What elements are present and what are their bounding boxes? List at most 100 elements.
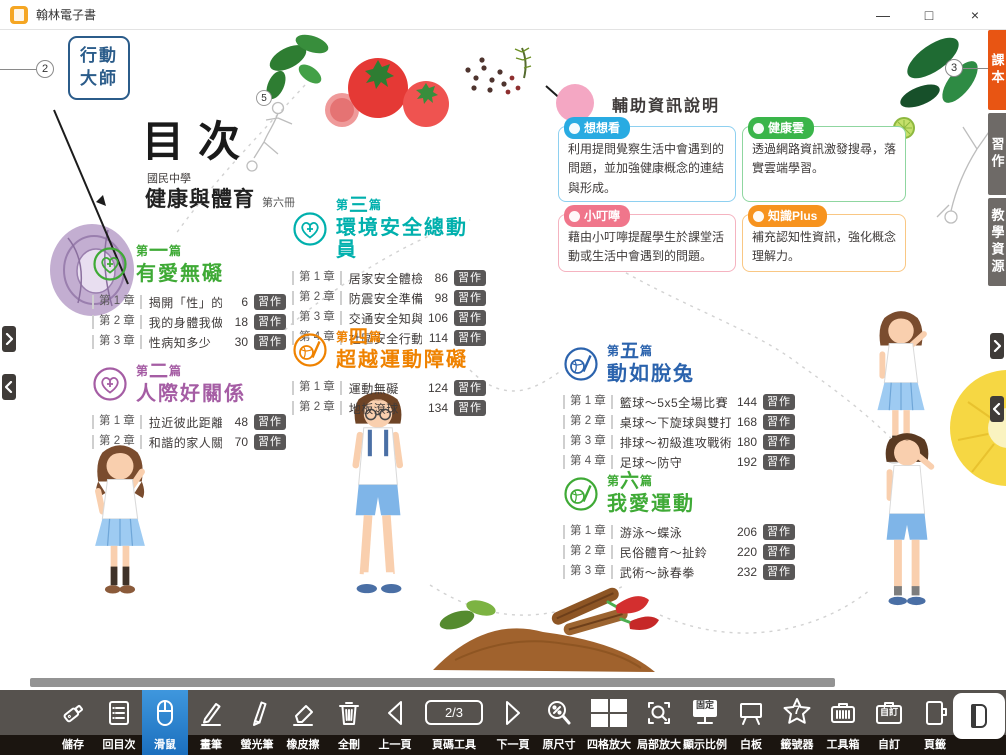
right-edge-expand-button[interactable] <box>990 333 1004 359</box>
section-part5: 第五篇 動如脫兔 第 1 章 籃球～5x5全場比賽 144 習作 第 2 章 桌… <box>563 342 795 472</box>
chapter-row[interactable]: 第 1 章 籃球～5x5全場比賽 144 習作 <box>563 392 795 412</box>
tab-workbook[interactable]: 習作 <box>988 113 1006 195</box>
callout-circle-2: 2 <box>36 60 54 78</box>
chapter-row[interactable]: 第 3 章 武術～詠春拳 232 習作 <box>563 562 795 582</box>
workbook-badge[interactable]: 習作 <box>454 380 486 396</box>
chapter-row[interactable]: 第 1 章 游泳～蝶泳 206 習作 <box>563 522 795 542</box>
toolbar-collapse-handle[interactable] <box>953 693 1005 739</box>
workbook-badge[interactable]: 習作 <box>454 330 486 346</box>
chapter-title: 性病知多少 <box>148 335 212 350</box>
chapter-label: 第 1 章 <box>292 381 342 395</box>
chapter-row[interactable]: 第 3 章 排球～初級進攻戰術 180 習作 <box>563 432 795 452</box>
part-post: 篇 <box>369 198 383 212</box>
chapter-row[interactable]: 第 1 章 運動無礙 124 習作 <box>292 378 486 398</box>
chapter-row[interactable]: 第 4 章 社區安全行動家 114 習作 <box>292 328 486 348</box>
workbook-badge[interactable]: 習作 <box>454 310 486 326</box>
chapter-title: 居家安全體檢 <box>348 271 422 286</box>
tool-pen[interactable]: 畫筆 <box>188 690 234 755</box>
tool-highlighter[interactable]: 螢光筆 <box>234 690 280 755</box>
page-bottom-bar[interactable] <box>30 678 835 687</box>
chapter-row[interactable]: 第 2 章 地板滾球 134 習作 <box>292 398 486 418</box>
workbook-badge[interactable]: 習作 <box>763 414 795 430</box>
tag-label: 小叮嚀 <box>584 208 621 223</box>
minimize-button[interactable]: — <box>876 7 890 23</box>
workbook-badge[interactable]: 習作 <box>254 294 286 310</box>
close-button[interactable]: × <box>970 7 980 23</box>
workbook-badge[interactable]: 習作 <box>254 334 286 350</box>
left-edge-expand-button[interactable] <box>2 326 16 352</box>
tool-page-tab[interactable]: 頁籤 <box>912 690 958 755</box>
chapter-page: 86 <box>434 271 448 285</box>
workbook-badge[interactable]: 習作 <box>254 314 286 330</box>
section-name: 動如脫兔 <box>607 363 695 385</box>
workbook-badge[interactable]: 習作 <box>763 544 795 560</box>
tool-back-to-toc[interactable]: 回目次 <box>96 690 142 755</box>
tool-number-picker[interactable]: 7 籤號器 <box>774 690 820 755</box>
part-num: 六 <box>620 471 641 492</box>
chapter-page: 114 <box>428 331 448 345</box>
chapter-row[interactable]: 第 3 章 交通安全知與行 106 習作 <box>292 308 486 328</box>
tool-previous-page[interactable]: 上一頁 <box>372 690 418 755</box>
right-edge-collapse-button[interactable] <box>990 396 1004 422</box>
tool-label: 儲存 <box>62 739 84 751</box>
student-illustration-girl-left <box>95 445 145 594</box>
tool-label: 上一頁 <box>378 739 412 751</box>
workbook-badge[interactable]: 習作 <box>763 524 795 540</box>
chapter-title: 揭開「性」的真實面紗 <box>148 295 222 310</box>
chapter-row[interactable]: 第 3 章 性病知多少 30 習作 <box>92 332 286 352</box>
chapter-row[interactable]: 第 2 章 我的身體我做主 18 習作 <box>92 312 286 332</box>
tool-page-number[interactable]: 2/3 頁碼工具 <box>418 690 490 755</box>
next-page-icon <box>497 690 529 735</box>
left-edge-collapse-button[interactable] <box>2 374 16 400</box>
tool-delete-all[interactable]: 全刪 <box>326 690 372 755</box>
chapter-row[interactable]: 第 2 章 桌球～下旋球與雙打比賽 168 習作 <box>563 412 795 432</box>
toolbox-icon <box>827 690 859 735</box>
tool-label: 下一頁 <box>496 739 530 751</box>
health-cloud-tag: 健康雲 <box>748 117 815 140</box>
tool-display-ratio[interactable]: 固定 顯示比例 <box>682 690 728 755</box>
chapter-row[interactable]: 第 1 章 居家安全體檢 86 習作 <box>292 268 486 288</box>
tool-area-zoom[interactable]: 局部放大 <box>636 690 682 755</box>
page-indicator[interactable]: 2/3 <box>425 700 483 725</box>
chapter-row[interactable]: 第 2 章 防震安全準備好 98 習作 <box>292 288 486 308</box>
section-name: 有愛無礙 <box>136 263 224 285</box>
workbook-badge[interactable]: 習作 <box>763 454 795 470</box>
workbook-badge[interactable]: 習作 <box>763 394 795 410</box>
chapter-label: 第 1 章 <box>563 525 613 539</box>
chapter-row[interactable]: 第 2 章 民俗體育～扯鈴 220 習作 <box>563 542 795 562</box>
part-pre: 第 <box>607 474 621 488</box>
tool-whiteboard[interactable]: 白板 <box>728 690 774 755</box>
tool-eraser[interactable]: 橡皮擦 <box>280 690 326 755</box>
callout-number: 2 <box>41 63 49 75</box>
chapter-page: 48 <box>234 415 248 429</box>
maximize-button[interactable]: □ <box>924 7 934 23</box>
callout-line-right <box>963 68 988 69</box>
tool-quad-zoom[interactable]: 四格放大 <box>582 690 636 755</box>
tool-save[interactable]: 儲存 <box>50 690 96 755</box>
tool-mouse[interactable]: 滑鼠 <box>142 690 188 755</box>
tool-original-size[interactable]: 原尺寸 <box>536 690 582 755</box>
part-post: 篇 <box>640 474 654 488</box>
chapter-row[interactable]: 第 1 章 拉近彼此距離 48 習作 <box>92 412 286 432</box>
workbook-badge[interactable]: 習作 <box>454 270 486 286</box>
chapter-label: 第 2 章 <box>92 315 142 329</box>
chapter-page: 18 <box>234 315 248 329</box>
tool-toolbox[interactable]: 工具箱 <box>820 690 866 755</box>
tab-textbook[interactable]: 課本 <box>988 30 1006 110</box>
info-box-cloud: 健康雲 透過網路資訊激發搜尋，落實雲端學習。 <box>742 117 906 202</box>
workbook-badge[interactable]: 習作 <box>254 434 286 450</box>
workbook-badge[interactable]: 習作 <box>763 434 795 450</box>
tool-next-page[interactable]: 下一頁 <box>490 690 536 755</box>
tab-teaching-resources[interactable]: 教學資源 <box>988 198 1006 286</box>
chapter-row[interactable]: 第 2 章 和諧的家人關係 70 習作 <box>92 432 286 452</box>
workbook-badge[interactable]: 習作 <box>254 414 286 430</box>
workbook-badge[interactable]: 習作 <box>454 290 486 306</box>
workbook-badge[interactable]: 習作 <box>763 564 795 580</box>
chapter-row[interactable]: 第 4 章 足球～防守 192 習作 <box>563 452 795 472</box>
tool-custom[interactable]: 自訂 自訂 <box>866 690 912 755</box>
chapter-row[interactable]: 第 1 章 揭開「性」的真實面紗 6 習作 <box>92 292 286 312</box>
workbook-badge[interactable]: 習作 <box>454 400 486 416</box>
usb-save-icon <box>57 690 89 735</box>
reminder-tag: 小叮嚀 <box>564 205 631 228</box>
part-num: 四 <box>349 327 370 348</box>
